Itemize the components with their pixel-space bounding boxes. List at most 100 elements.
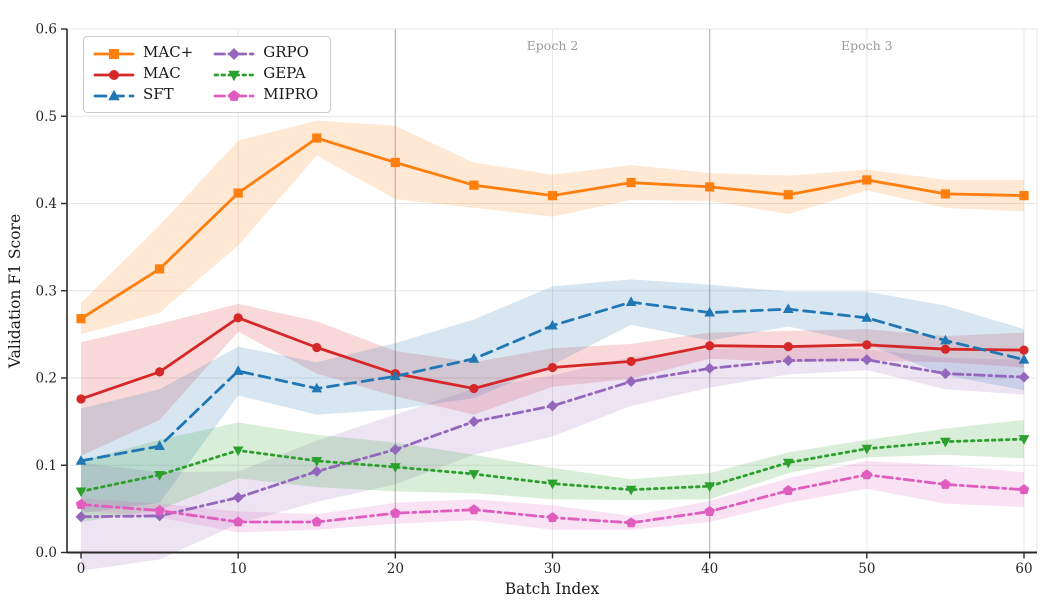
- diamond-marker: [311, 465, 323, 477]
- series-markers: [75, 133, 1030, 528]
- pentagon-marker: [311, 516, 322, 527]
- triangle-up-marker: [390, 370, 401, 381]
- pentagon-marker: [154, 505, 165, 516]
- square-marker: [862, 175, 872, 185]
- triangle-down-marker: [625, 485, 637, 496]
- triangle-down-marker: [390, 463, 401, 473]
- triangle-down-marker: [468, 470, 480, 480]
- diamond-marker: [704, 362, 716, 374]
- circle-marker: [233, 313, 243, 323]
- markers-sft: [75, 296, 1030, 465]
- square-marker: [783, 190, 793, 200]
- triangle-up-marker: [232, 365, 244, 375]
- markers-grpo: [75, 354, 1030, 523]
- triangle-up-marker: [1018, 353, 1030, 364]
- pentagon-marker: [468, 504, 480, 515]
- diamond-marker: [389, 444, 401, 456]
- circle-marker: [705, 341, 715, 351]
- square-marker: [390, 157, 400, 168]
- pentagon-marker: [75, 498, 87, 509]
- triangle-up-marker: [782, 303, 794, 313]
- legend-item-mac: MAC+: [93, 43, 193, 64]
- diamond-marker: [861, 354, 873, 366]
- triangle-down-marker: [311, 456, 323, 467]
- circle-icon: [109, 69, 119, 80]
- circle-marker: [783, 341, 793, 352]
- legend-label: GEPA: [263, 64, 306, 82]
- pentagon-marker: [232, 516, 244, 527]
- legend: MAC+ MAC SFT GRPO GEPA MIPRO: [83, 36, 332, 113]
- legend-item-grpo: GRPO: [213, 43, 318, 64]
- triangle-up-marker: [625, 296, 637, 307]
- square-marker: [154, 264, 165, 274]
- y-tick-label: 0.6: [36, 22, 57, 38]
- pentagon-marker: [625, 517, 637, 528]
- diamond-marker: [782, 355, 794, 367]
- x-tick-label: 20: [387, 561, 404, 577]
- square-marker: [705, 182, 715, 192]
- confidence-bands: [81, 120, 1024, 571]
- legend-sample-sft: [93, 89, 135, 100]
- diamond-marker: [154, 510, 166, 522]
- legend-sample-gepa: [213, 70, 255, 81]
- square-marker: [1019, 191, 1029, 201]
- circle-marker: [154, 367, 165, 377]
- tick-marks: [61, 28, 1025, 559]
- legend-sample-mipro: [213, 89, 255, 101]
- y-tick-label: 0.5: [36, 109, 57, 125]
- pentagon-marker: [861, 469, 873, 480]
- legend-item-mac: MAC: [93, 64, 193, 85]
- triangle-down-marker: [782, 458, 794, 469]
- epoch-label: Epoch 3: [841, 38, 893, 53]
- triangle-up-marker: [704, 306, 715, 317]
- pentagon-marker: [940, 478, 951, 489]
- legend-label: MIPRO: [263, 85, 319, 103]
- square-marker: [940, 189, 951, 199]
- band-gepa: [81, 419, 1024, 522]
- triangle-up-marker: [940, 334, 951, 345]
- legend-sample-mac: [93, 48, 135, 59]
- triangle-up-marker: [154, 440, 165, 450]
- square-marker: [547, 191, 558, 201]
- legend-label: SFT: [143, 85, 174, 103]
- square-icon: [109, 48, 119, 59]
- circle-marker: [312, 342, 322, 353]
- circle-marker: [626, 356, 636, 367]
- legend-sample-grpo: [213, 47, 255, 60]
- triangle-down-marker: [154, 470, 165, 481]
- pentagon-marker: [704, 505, 715, 516]
- circle-marker: [469, 383, 479, 394]
- legend-label: GRPO: [263, 43, 309, 61]
- diamond-marker: [75, 511, 87, 523]
- triangle-down-marker: [75, 487, 87, 498]
- triangle-up-marker: [547, 319, 558, 330]
- diamond-marker: [546, 400, 559, 412]
- circle-marker: [862, 340, 872, 350]
- diamond-marker: [1018, 371, 1030, 383]
- square-marker: [312, 133, 322, 143]
- x-tick-label: 0: [77, 561, 86, 577]
- y-tick-label: 0.1: [36, 458, 57, 474]
- triangle-up-marker: [468, 353, 480, 363]
- markers-mac: [76, 133, 1029, 324]
- legend-item-sft: SFT: [93, 85, 193, 106]
- triangle-down-marker: [547, 479, 558, 490]
- square-marker: [76, 314, 86, 324]
- legend-item-gepa: GEPA: [213, 64, 318, 85]
- pentagon-marker: [390, 507, 401, 518]
- square-marker: [469, 180, 479, 190]
- diamond-marker: [939, 368, 951, 380]
- pentagon-marker: [547, 512, 558, 523]
- x-tick-label: 50: [858, 561, 875, 577]
- x-tick-label: 10: [230, 561, 247, 577]
- triangle-up-marker: [861, 312, 873, 322]
- triangle-down-marker: [940, 437, 951, 448]
- circle-marker: [547, 362, 558, 373]
- pentagon-icon: [228, 89, 240, 101]
- diamond-icon: [228, 47, 241, 60]
- legend-label: MAC+: [143, 43, 194, 61]
- x-tick-label: 40: [701, 561, 718, 577]
- x-axis-title: Batch Index: [505, 580, 600, 598]
- legend-label: MAC: [143, 64, 181, 82]
